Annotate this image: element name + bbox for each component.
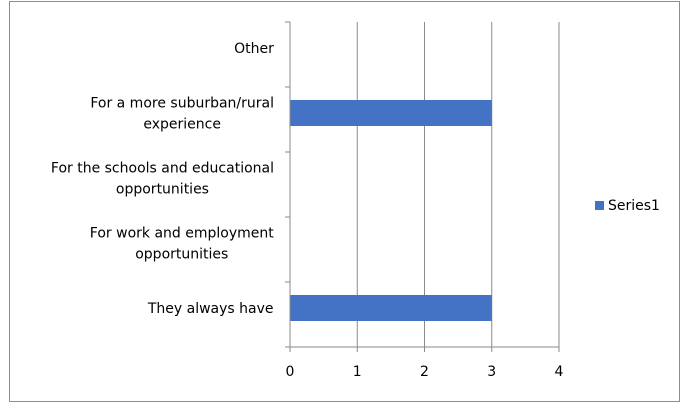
category-label-0: They always have xyxy=(147,301,274,317)
x-tick-label-4: 4 xyxy=(555,364,564,380)
x-tick-label-3: 3 xyxy=(487,364,496,380)
x-tick-label-2: 2 xyxy=(420,364,429,380)
bar-0 xyxy=(290,295,492,321)
category-label-4: Other xyxy=(234,41,274,57)
x-tick-label-1: 1 xyxy=(353,364,362,380)
category-label-1: For work and employment opportunities xyxy=(90,226,274,263)
category-label-2: For the schools and educational opportuni… xyxy=(51,161,274,198)
x-tick-label-0: 0 xyxy=(286,364,295,380)
chart-frame xyxy=(9,1,680,402)
legend-swatch-series1 xyxy=(595,201,604,210)
bar-3 xyxy=(290,100,492,126)
category-label-3: For a more suburban/rural experience xyxy=(90,96,274,133)
legend-label-series1: Series1 xyxy=(608,198,660,214)
